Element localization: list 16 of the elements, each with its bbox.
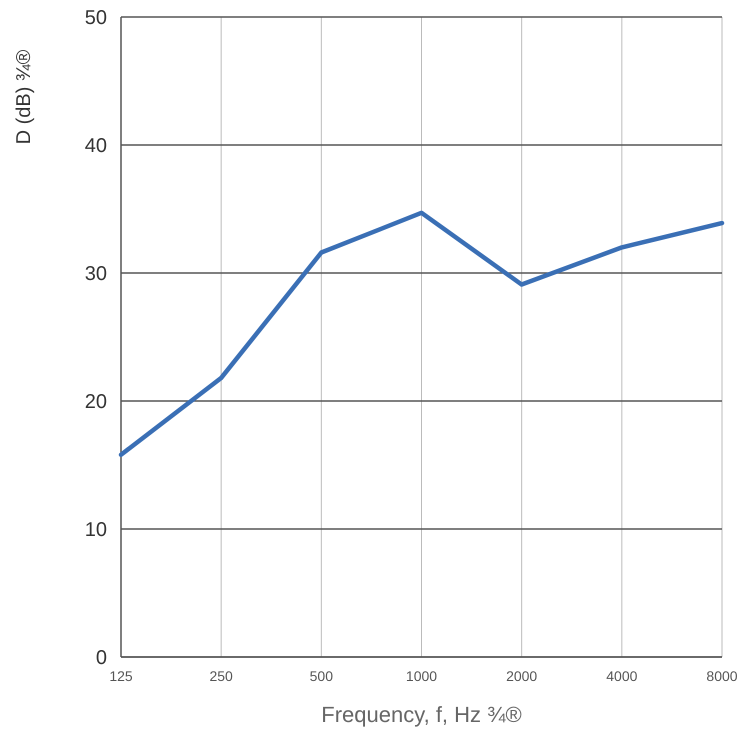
x-tick-label: 2000 <box>506 668 538 684</box>
x-tick-label: 1000 <box>406 668 438 684</box>
y-tick-label: 50 <box>84 7 107 29</box>
x-tick-label: 500 <box>310 668 334 684</box>
x-tick-label: 4000 <box>606 668 638 684</box>
x-tick-label: 250 <box>209 668 234 684</box>
y-tick-label: 30 <box>84 263 107 285</box>
y-tick-label: 10 <box>84 519 107 541</box>
x-axis-title: Frequency, f, Hz ¾® <box>321 702 522 727</box>
y-axis-title: D (dB) ¾® <box>13 49 35 144</box>
line-series <box>118 210 724 458</box>
y-tick-label: 0 <box>96 647 107 669</box>
x-tick-label: 125 <box>109 668 133 684</box>
y-tick-label: 40 <box>84 135 107 157</box>
y-tick-label: 20 <box>84 391 107 413</box>
x-tick-label: 8000 <box>706 668 738 684</box>
